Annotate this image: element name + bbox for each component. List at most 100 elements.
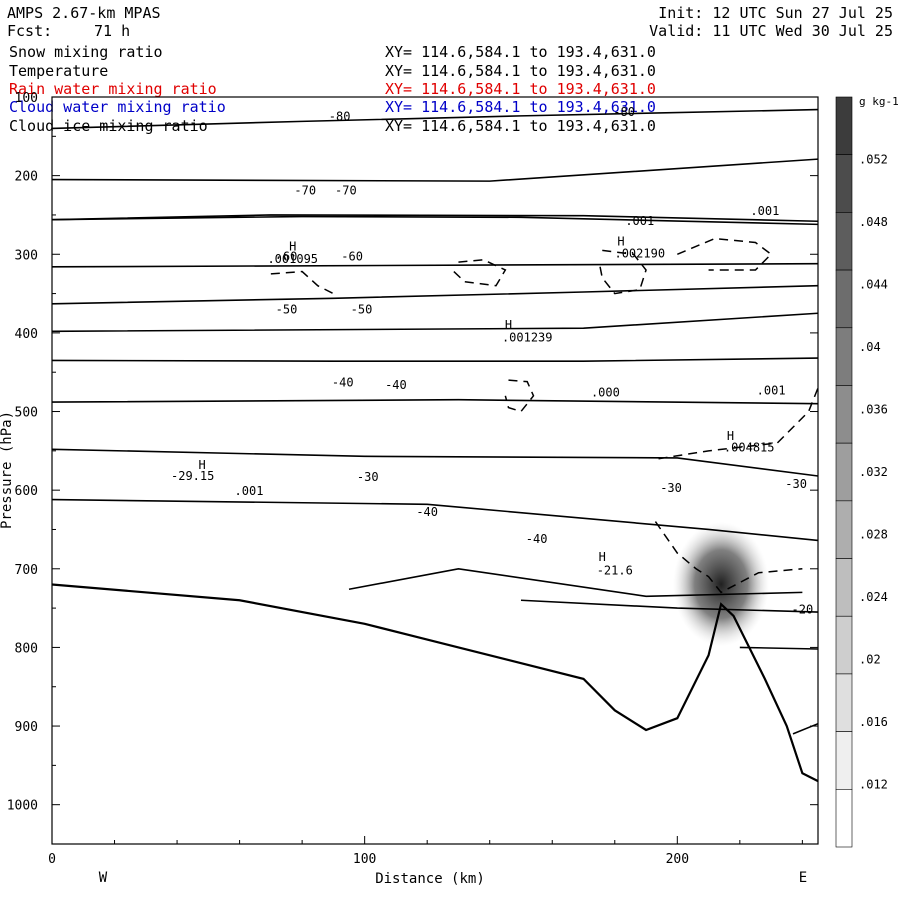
contour-annotation: H	[198, 458, 205, 472]
isotherm-0	[51, 108, 819, 130]
y-axis-label: Pressure (hPa)	[0, 411, 15, 529]
init-time: Init: 12 UTC Sun 27 Jul 25	[658, 4, 893, 22]
contour-annotation: -21.6	[597, 563, 633, 577]
colorbar-tick-label: .016	[859, 715, 888, 729]
colorbar-tick-label: .052	[859, 153, 888, 167]
plot-axes: 100 200 300 400 500 600 700 800 900 1000 0 100 200 Di…	[0, 91, 819, 887]
colorbar-tick-label: .044	[859, 278, 888, 292]
ice-contour-6	[654, 521, 803, 594]
contour-labels: -80 -80 -70 -70 -60 -60 -50 -50 -40 -40 -30 -30 -30 -…	[171, 105, 813, 617]
contour-annotation: -29.15	[171, 469, 214, 483]
isotherm-label: -50	[276, 302, 298, 316]
isotherm-7	[51, 357, 819, 363]
ice-contour-5	[658, 387, 819, 460]
terrain-profile	[51, 583, 819, 783]
colorbar-tick-label: .012	[859, 778, 888, 792]
field-xy-cloud-water: XY= 114.6,584.1 to 193.4,631.0	[385, 98, 656, 116]
isotherm-label: -20	[792, 603, 814, 617]
contour-annotation: .001095	[267, 252, 318, 266]
colorbar: .052 .048 .044 .04 .036 .032 .028 .024 .02 .016 .0…	[835, 95, 899, 848]
y-tick-label: 500	[15, 406, 38, 421]
field-name-snow: Snow mixing ratio	[9, 43, 163, 61]
ice-contour-2	[598, 249, 647, 295]
y-tick-label: 300	[15, 248, 38, 263]
x-tick-label: 0	[48, 852, 56, 867]
shaded-maximum	[673, 522, 770, 647]
field-xy-snow: XY= 114.6,584.1 to 193.4,631.0	[385, 43, 656, 61]
terrain-line	[51, 583, 819, 783]
valid-time: Valid: 11 UTC Wed 30 Jul 25	[649, 22, 893, 40]
colorbar-step	[835, 789, 853, 848]
isotherm-2	[51, 214, 819, 223]
ice-contour-3	[677, 237, 773, 271]
ice-contour-4	[504, 379, 535, 413]
forecast-hour: 71 h	[94, 22, 131, 40]
y-tick-label: 1000	[7, 799, 38, 814]
isotherm-label: -80	[329, 110, 351, 124]
colorbar-tick-label: .036	[859, 403, 888, 417]
x-axis-label: Distance (km)	[375, 871, 485, 887]
isotherm-label: -60	[276, 250, 298, 264]
isotherm-label: -70	[294, 184, 316, 198]
ice-contour-0	[270, 270, 334, 295]
isotherm-10	[51, 498, 819, 542]
contour-annotation: -40	[416, 505, 438, 519]
colorbar-step	[835, 269, 853, 329]
y-tick-label: 400	[15, 327, 38, 342]
field-xy-temperature: XY= 114.6,584.1 to 193.4,631.0	[385, 62, 656, 80]
colorbar-step	[835, 731, 853, 790]
isotherm-label: -30	[660, 481, 682, 495]
field-xy-cloud-ice: XY= 114.6,584.1 to 193.4,631.0	[385, 117, 656, 135]
x-tick-label: 100	[353, 852, 376, 867]
colorbar-tick-label: .048	[859, 215, 888, 229]
contour-annotation: H	[289, 239, 296, 253]
contour-annotation: .001	[757, 383, 786, 397]
colorbar-tick-label: .02	[859, 653, 881, 667]
colorbar-tick-label: .032	[859, 465, 888, 479]
plot-frame	[51, 96, 819, 845]
contour-annotation: .001	[750, 204, 779, 218]
contour-annotation: H	[617, 235, 624, 249]
colorbar-step	[835, 615, 853, 675]
colorbar-step	[835, 327, 853, 386]
isotherm-label: -60	[341, 250, 363, 264]
contour-annotation: H	[599, 550, 606, 564]
isotherm-label: -70	[335, 184, 357, 198]
ice-contour-1	[451, 259, 507, 287]
contour-annotation: H	[727, 429, 734, 443]
isotherm-label: -40	[385, 378, 407, 392]
isotherm-3	[51, 215, 819, 226]
isotherm-6	[51, 312, 819, 333]
contour-annotation: .001	[625, 214, 654, 228]
contour-annotation: .001239	[502, 331, 553, 345]
colorbar-step	[835, 212, 853, 271]
isotherm-11	[348, 567, 803, 598]
contour-annotation: .002190	[614, 246, 665, 260]
colorbar-step	[835, 154, 853, 213]
colorbar-step	[835, 442, 853, 502]
isotherm-label: -50	[351, 302, 373, 316]
isotherm-label: -40	[332, 375, 354, 389]
isotherm-8	[51, 398, 819, 405]
y-tick-label: 600	[15, 484, 38, 499]
isotherm-12	[520, 599, 819, 613]
field-name-cloud-water: Cloud water mixing ratio	[9, 98, 226, 116]
contour-annotation: .004815	[724, 441, 775, 455]
y-tick-label: 800	[15, 641, 38, 656]
colorbar-step	[835, 500, 853, 559]
x-end-label-east: E	[799, 870, 807, 886]
y-tick-label: 100	[15, 91, 38, 106]
contour-annotation: -40	[526, 532, 548, 546]
contour-annotation: .001	[235, 484, 264, 498]
isotherm-label: -80	[613, 105, 635, 119]
contour-annotation: H	[505, 318, 512, 332]
isotherm-label: -30	[785, 477, 807, 491]
isotherm-14	[792, 722, 819, 735]
mixing-ratio-shading	[673, 522, 770, 647]
cloud-ice-contours	[270, 237, 819, 594]
colorbar-tick-label: .04	[859, 340, 881, 354]
y-tick-label: 200	[15, 170, 38, 185]
colorbar-unit: g kg-1	[859, 95, 899, 108]
isotherm-4	[51, 262, 819, 268]
